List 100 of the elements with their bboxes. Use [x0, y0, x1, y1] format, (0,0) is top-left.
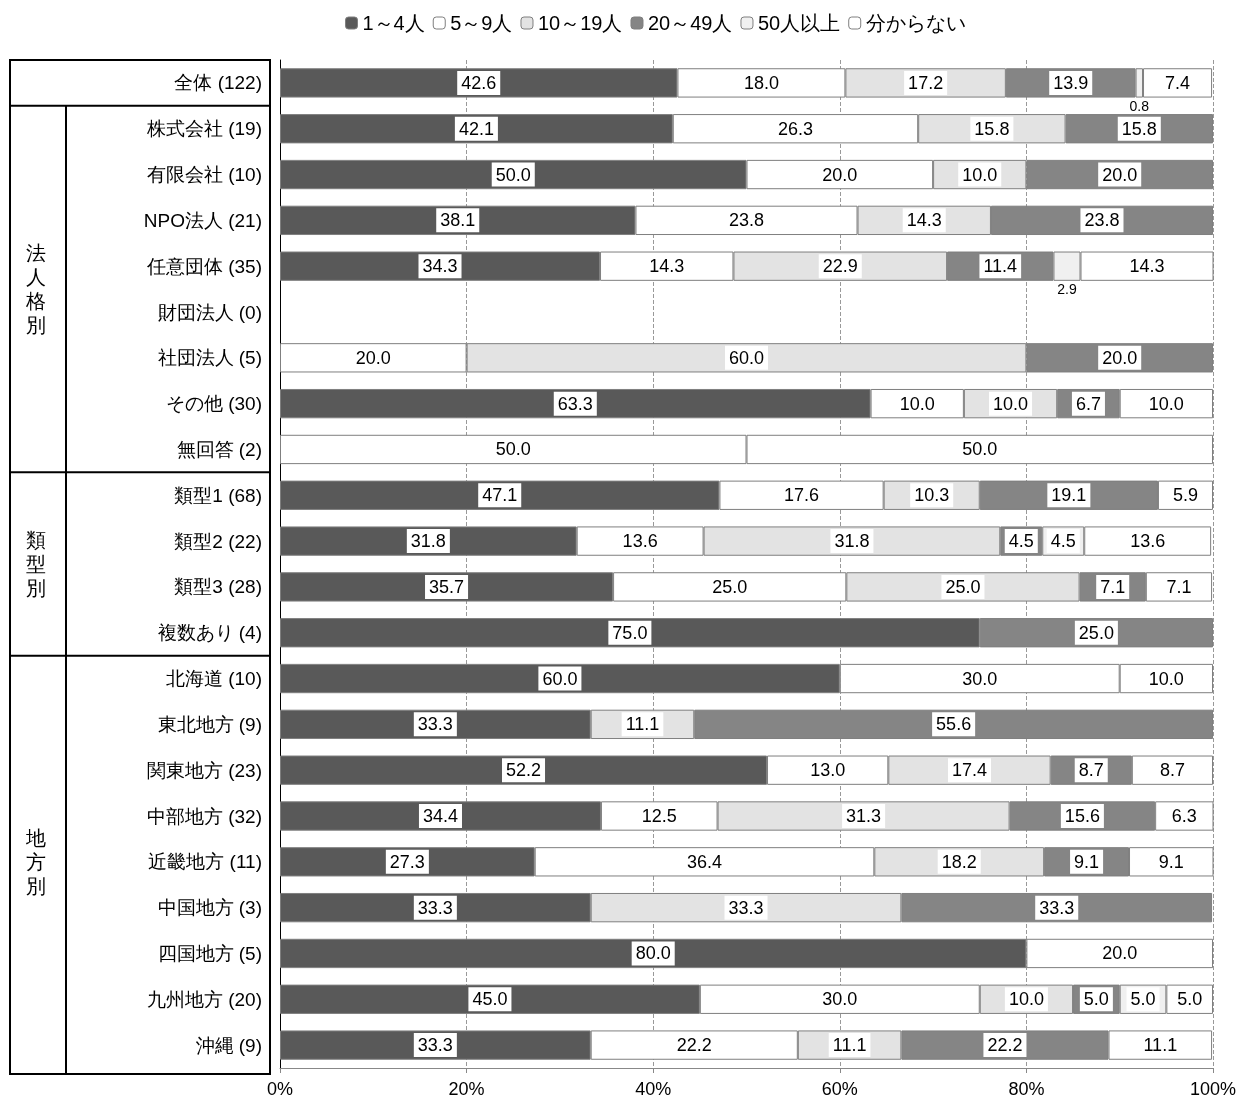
data-label: 14.3 — [649, 256, 685, 277]
data-label: 47.1 — [482, 485, 518, 506]
data-label: 20.0 — [1102, 347, 1138, 368]
data-label: 15.6 — [1064, 806, 1100, 826]
data-label: 11.1 — [625, 714, 660, 735]
data-label: 5.9 — [1172, 485, 1198, 506]
data-label: 50.0 — [495, 439, 531, 460]
data-label: 4.5 — [1008, 531, 1034, 552]
data-label: 31.8 — [410, 531, 446, 552]
legend-label: 分からない — [865, 12, 966, 34]
data-label: 20.0 — [822, 164, 858, 185]
x-tick-label: 60% — [821, 1079, 858, 1099]
data-label: 17.2 — [908, 72, 944, 93]
data-label: 50.0 — [962, 439, 998, 460]
data-label: 34.3 — [422, 256, 458, 277]
data-label: 10.0 — [899, 393, 935, 414]
text: 法人格別 — [25, 242, 46, 337]
text: 類型別 — [26, 529, 46, 599]
legend-label: 10～19人 — [537, 12, 623, 34]
data-label: 34.4 — [422, 806, 458, 826]
data-label: 35.7 — [429, 576, 465, 597]
data-label: 11.4 — [983, 256, 1018, 277]
y-tick-label: 九州地方 (20) — [146, 988, 262, 1010]
data-label: 80.0 — [635, 943, 671, 964]
data-label: 20.0 — [355, 347, 391, 368]
data-label: 10.0 — [1008, 989, 1044, 1010]
y-tick-label: 関東地方 (23) — [146, 759, 262, 781]
data-label: 17.4 — [951, 760, 988, 781]
y-tick-label: 任意団体 (35) — [145, 255, 262, 277]
data-label: 0.8 — [1129, 97, 1150, 114]
y-tick-label: 中部地方 (32) — [146, 805, 262, 827]
data-label: 10.0 — [1148, 668, 1184, 689]
data-label: 18.2 — [941, 851, 977, 872]
data-label: 33.3 — [728, 897, 764, 918]
y-tick-label: 北海道 (10) — [165, 668, 262, 690]
data-label: 4.5 — [1050, 531, 1076, 552]
data-label: 10.0 — [962, 164, 998, 185]
data-label: 42.6 — [461, 72, 497, 93]
data-label: 13.9 — [1053, 72, 1089, 93]
y-tick-label: 沖縄 (9) — [195, 1034, 262, 1056]
data-label: 11.1 — [832, 1035, 867, 1056]
data-label: 9.1 — [1074, 851, 1100, 872]
data-label: 7.1 — [1166, 576, 1192, 597]
data-label: 5.0 — [1177, 989, 1203, 1010]
y-tick-label: 四国地方 (5) — [157, 942, 262, 964]
data-label: 20.0 — [1102, 164, 1138, 185]
y-tick-label: 類型1 (68) — [174, 484, 262, 506]
data-label: 45.0 — [472, 989, 508, 1010]
data-label: 55.6 — [936, 714, 972, 735]
data-label: 22.2 — [676, 1035, 712, 1056]
data-label: 52.2 — [505, 760, 542, 781]
y-tick-label: NPO法人 (21) — [143, 209, 262, 231]
data-label: 17.6 — [784, 485, 820, 506]
legend-label: 1～4人 — [362, 12, 425, 34]
data-label: 19.1 — [1051, 485, 1087, 506]
data-label: 42.1 — [458, 118, 494, 139]
text: 地方別 — [25, 826, 46, 897]
data-label: 25.0 — [1078, 622, 1114, 643]
y-tick-label: 有限会社 (10) — [146, 164, 262, 186]
y-tick-label: 社団法人 (5) — [157, 347, 262, 369]
data-label: 6.3 — [1171, 806, 1197, 826]
x-tick-label: 0% — [266, 1079, 294, 1099]
data-label: 15.8 — [1121, 118, 1157, 139]
data-label: 7.1 — [1100, 576, 1126, 597]
data-label: 23.8 — [728, 210, 765, 231]
data-label: 33.3 — [417, 714, 453, 735]
y-tick-label: 東北地方 (9) — [157, 713, 262, 735]
legend-label: 20～49人 — [647, 12, 733, 34]
data-label: 10.0 — [993, 393, 1029, 414]
data-label: 33.3 — [417, 1035, 453, 1056]
data-label: 2.9 — [1057, 280, 1077, 297]
legend-label: 5～9人 — [450, 12, 513, 34]
data-label: 15.8 — [974, 118, 1010, 139]
y-tick-label: 無回答 (2) — [176, 438, 262, 460]
data-label: 18.0 — [743, 72, 779, 93]
y-tick-label: その他 (30) — [165, 393, 262, 415]
data-label: 33.3 — [1039, 897, 1075, 918]
data-label: 8.7 — [1078, 760, 1104, 781]
y-tick-label: 類型3 (28) — [174, 576, 262, 598]
y-tick-label: 全体 (122) — [174, 72, 262, 94]
y-tick-label: 複数あり (4) — [157, 622, 262, 644]
legend-label: 50人以上 — [757, 12, 841, 34]
data-label: 22.2 — [987, 1035, 1023, 1056]
data-label: 11.1 — [1143, 1035, 1178, 1056]
data-label: 38.1 — [440, 210, 476, 231]
data-label: 30.0 — [822, 989, 858, 1010]
y-tick-label: 近畿地方 (11) — [148, 851, 262, 873]
data-label: 31.8 — [834, 531, 870, 552]
data-label: 60.0 — [542, 668, 578, 689]
data-label: 8.7 — [1159, 760, 1185, 781]
data-label: 25.0 — [712, 576, 748, 597]
x-tick-label: 20% — [448, 1079, 485, 1099]
data-label: 5.0 — [1130, 989, 1156, 1010]
data-label: 26.3 — [777, 118, 814, 139]
data-label: 14.3 — [1129, 256, 1165, 277]
data-label: 13.6 — [1130, 531, 1166, 552]
data-label: 9.1 — [1158, 851, 1184, 872]
data-label: 75.0 — [612, 622, 648, 643]
data-label: 12.5 — [641, 806, 677, 826]
data-label: 6.7 — [1075, 393, 1101, 414]
